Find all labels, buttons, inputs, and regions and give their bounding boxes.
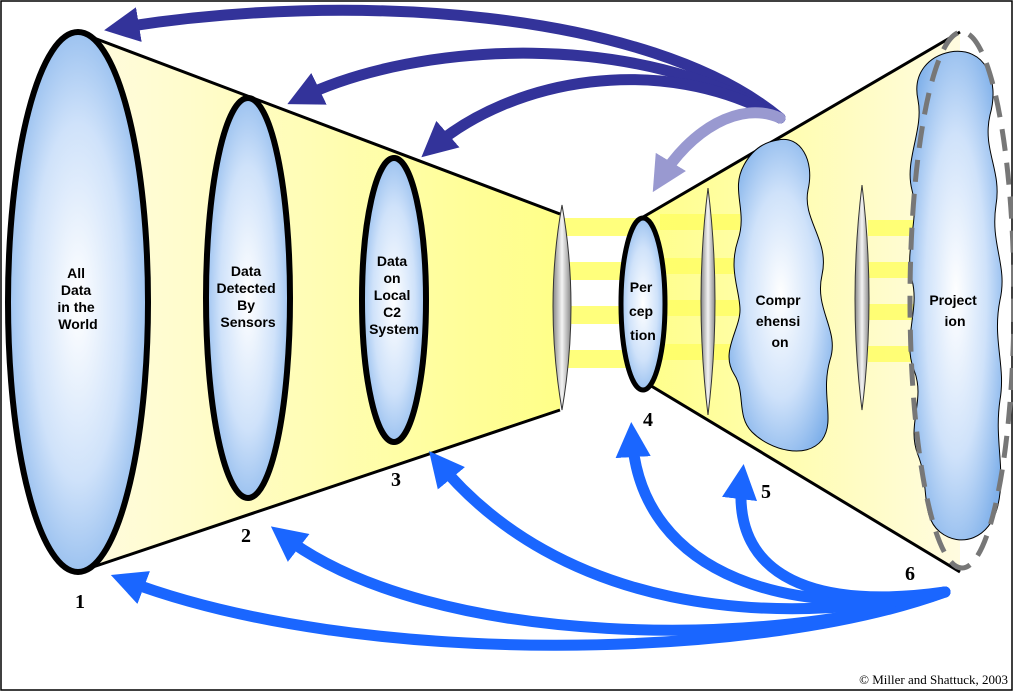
- stage-6-label-line-2: ion: [945, 313, 966, 329]
- stage-1-label-line-1: All: [67, 265, 85, 281]
- stage-2-label-line-1: Data: [231, 263, 262, 279]
- stage-6-label: Project ion: [929, 292, 980, 329]
- stage-4-label-line-1: Per: [630, 279, 653, 295]
- stage-1-label-line-4: World: [58, 316, 97, 332]
- bottom-arrows: [110, 421, 951, 651]
- stage-5-comprehension-blob: [728, 138, 833, 452]
- stage-2-label: Data Detected By Sensors: [216, 263, 279, 330]
- copyright-text: © Miller and Shattuck, 2003: [859, 672, 1008, 687]
- left-funnel-top-edge: [77, 30, 561, 216]
- lens-1: [552, 204, 572, 411]
- stage-2-label-line-3: By: [237, 297, 255, 313]
- stage-6-label-line-1: Project: [929, 292, 977, 308]
- lens-3: [854, 184, 870, 411]
- stage-3-label-line-4: C2: [383, 304, 401, 320]
- left-funnel: [78, 32, 560, 572]
- stage-4-perception-ellipse: [618, 215, 668, 393]
- stage-5-label-line-3: on: [771, 334, 788, 350]
- stage-1-all-data-ellipse: [5, 29, 151, 575]
- stage-2-label-line-4: Sensors: [220, 314, 275, 330]
- stage-3-label-line-1: Data: [377, 253, 408, 269]
- top-arrows: [104, 4, 786, 193]
- stage-3-label: Data on Local C2 System: [369, 253, 419, 337]
- stage-number-4: 4: [643, 409, 653, 431]
- stage-4-label-line-3: tion: [630, 327, 656, 343]
- stage-4-label: Per cep tion: [629, 279, 657, 343]
- stage-3-label-line-2: on: [384, 270, 401, 286]
- stage-number-6: 6: [905, 563, 915, 585]
- stage-3-label-line-3: Local: [374, 287, 411, 303]
- stage-number-1: 1: [75, 591, 85, 613]
- stage-2-label-line-2: Detected: [216, 280, 275, 296]
- stage-4-label-line-2: cep: [629, 303, 653, 319]
- lens-2: [700, 187, 716, 416]
- stage-1-label-line-2: Data: [61, 282, 92, 298]
- stage-number-5: 5: [761, 481, 771, 503]
- stage-1-label: All Data in the World: [57, 265, 98, 332]
- stage-3-c2-system-ellipse: [359, 155, 429, 445]
- stage-1-label-line-3: in the: [57, 299, 95, 315]
- stage-5-label: Compr ehensi on: [755, 292, 804, 350]
- stage-number-3: 3: [391, 469, 401, 491]
- stage-2-sensors-ellipse: [203, 95, 293, 501]
- stage-6-dashed-boundary: [907, 29, 1013, 571]
- right-funnel-top-edge: [637, 30, 961, 222]
- left-funnel-bottom-edge: [77, 408, 561, 574]
- stage-5-label-line-1: Compr: [755, 292, 801, 308]
- stage-5-label-line-2: ehensi: [756, 313, 800, 329]
- light-bands: [560, 214, 918, 368]
- stage-3-label-line-5: System: [369, 321, 419, 337]
- right-funnel-bottom-edge: [637, 376, 961, 574]
- stage-number-2: 2: [241, 525, 251, 547]
